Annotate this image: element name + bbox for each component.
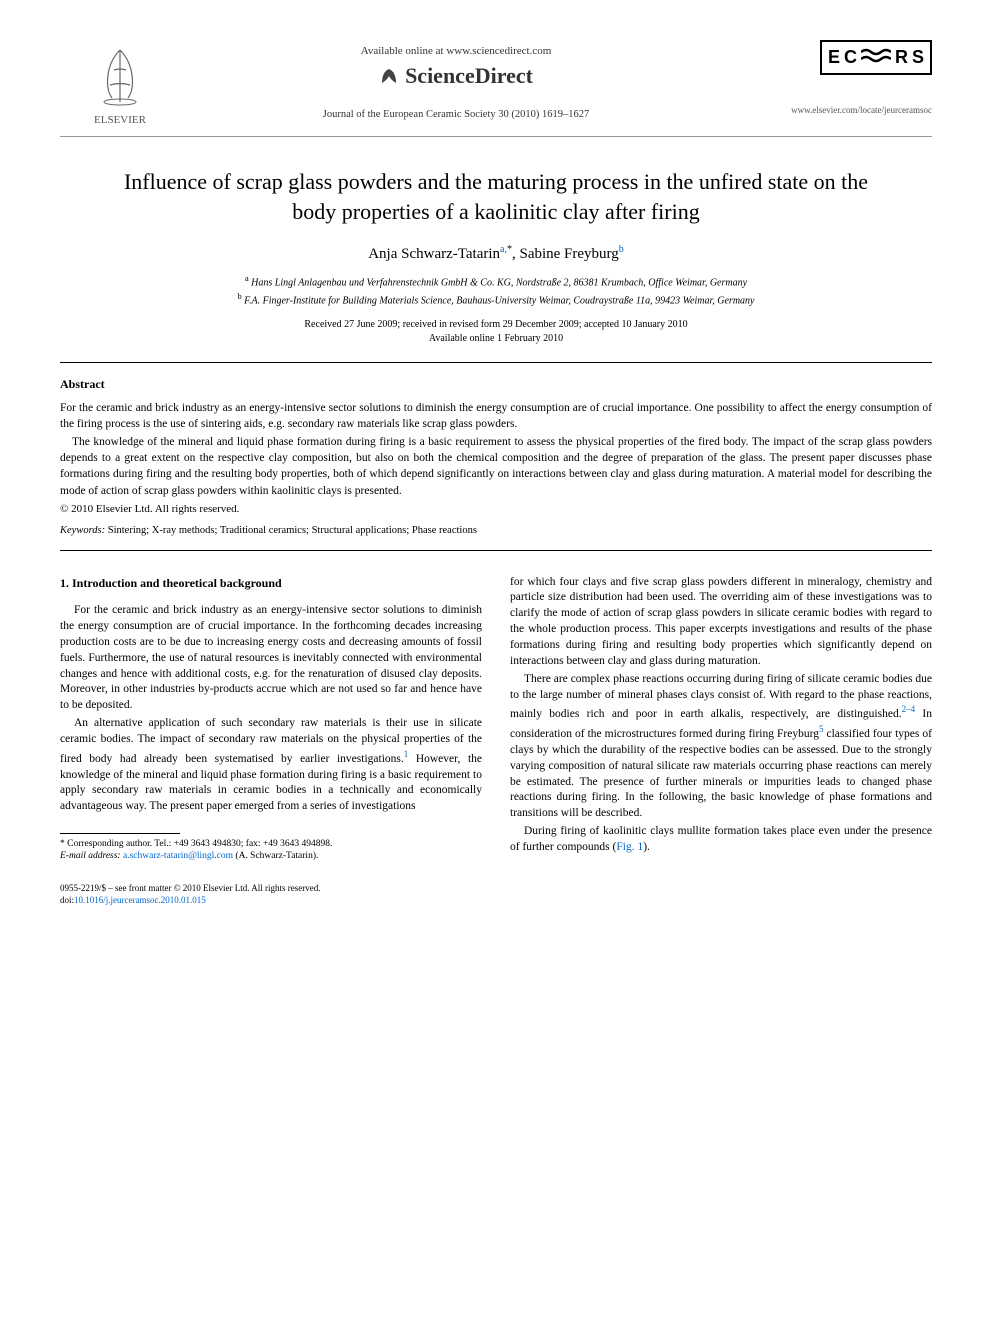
doi-link[interactable]: 10.1016/j.jeurceramsoc.2010.01.015: [74, 895, 206, 905]
affil-a-sup: a: [245, 274, 249, 283]
available-online-text: Available online at www.sciencedirect.co…: [180, 45, 732, 57]
section-1-p4: There are complex phase reactions occurr…: [510, 672, 932, 822]
section-1-p2: An alternative application of such secon…: [60, 716, 482, 815]
dates-received: Received 27 June 2009; received in revis…: [60, 318, 932, 332]
sciencedirect-logo: ScienceDirect: [180, 63, 732, 89]
ecers-r: R: [895, 47, 908, 68]
ecers-c: C: [844, 47, 857, 68]
ecers-e: E: [828, 47, 840, 68]
issn-line: 0955-2219/$ – see front matter © 2010 El…: [60, 883, 932, 895]
page-header: ELSEVIER Available online at www.science…: [60, 40, 932, 137]
abstract-body: For the ceramic and brick industry as an…: [60, 400, 932, 499]
journal-url[interactable]: www.elsevier.com/locate/jeurceramsoc: [732, 105, 932, 115]
elsevier-label: ELSEVIER: [60, 114, 180, 126]
abstract-p1: For the ceramic and brick industry as an…: [60, 400, 932, 432]
p4-text-c: classified four types of clays by which …: [510, 728, 932, 819]
divider-bottom: [60, 550, 932, 551]
fig-1-link[interactable]: Fig. 1: [616, 841, 643, 853]
keywords-label: Keywords:: [60, 525, 105, 536]
section-1-p1: For the ceramic and brick industry as an…: [60, 603, 482, 714]
bottom-metadata: 0955-2219/$ – see front matter © 2010 El…: [60, 883, 932, 906]
affiliations: a Hans Lingl Anlagenbau und Verfahrenste…: [60, 273, 932, 308]
journal-reference: Journal of the European Ceramic Society …: [180, 109, 732, 120]
article-title: Influence of scrap glass powders and the…: [100, 167, 892, 226]
elsevier-tree-icon: [90, 40, 150, 110]
elsevier-logo-block: ELSEVIER: [60, 40, 180, 126]
ecers-wave-icon: [861, 46, 891, 69]
sciencedirect-text: ScienceDirect: [405, 63, 533, 89]
p5-text-a: During firing of kaolinitic clays mullit…: [510, 825, 932, 853]
affiliation-b: b F.A. Finger-Institute for Building Mat…: [60, 291, 932, 308]
body-columns: 1. Introduction and theoretical backgrou…: [60, 575, 932, 863]
affil-b-text: F.A. Finger-Institute for Building Mater…: [244, 295, 754, 306]
affil-b-sup: b: [238, 292, 242, 301]
author-1-affil-sup: a,: [500, 244, 507, 255]
p4-text-a: There are complex phase reactions occurr…: [510, 673, 932, 721]
author-1-name: Anja Schwarz-Tatarin: [368, 246, 500, 262]
doi-label: doi:: [60, 895, 74, 905]
article-dates: Received 27 June 2009; received in revis…: [60, 318, 932, 346]
email-label: E-mail address:: [60, 851, 121, 861]
affil-a-text: Hans Lingl Anlagenbau und Verfahrenstech…: [251, 278, 747, 289]
header-center: Available online at www.sciencedirect.co…: [180, 40, 732, 120]
author-list: Anja Schwarz-Tatarina,*, Sabine Freyburg…: [60, 244, 932, 263]
section-1-heading: 1. Introduction and theoretical backgrou…: [60, 575, 482, 592]
author-2-affil-sup: b: [619, 244, 624, 255]
ref-2-4[interactable]: 2–4: [902, 704, 916, 714]
author-2-name: Sabine Freyburg: [519, 246, 618, 262]
footnote-separator: [60, 833, 180, 834]
corr-email-line: E-mail address: a.schwarz-tatarin@lingl.…: [60, 850, 482, 862]
ecers-s: S: [912, 47, 924, 68]
email-tail: (A. Schwarz-Tatarin).: [233, 851, 318, 861]
email-link[interactable]: a.schwarz-tatarin@lingl.com: [121, 851, 233, 861]
dates-online: Available online 1 February 2010: [60, 332, 932, 346]
column-right: for which four clays and five scrap glas…: [510, 575, 932, 863]
abstract-p2: The knowledge of the mineral and liquid …: [60, 434, 932, 498]
corresponding-author-footnote: * Corresponding author. Tel.: +49 3643 4…: [60, 838, 482, 863]
keywords-text: Sintering; X-ray methods; Traditional ce…: [105, 525, 477, 536]
sciencedirect-icon: [379, 66, 399, 86]
doi-line: doi:10.1016/j.jeurceramsoc.2010.01.015: [60, 895, 932, 907]
column-left: 1. Introduction and theoretical backgrou…: [60, 575, 482, 863]
section-1-p5: During firing of kaolinitic clays mullit…: [510, 824, 932, 856]
header-right: E C R S www.elsevier.com/locate/jeurcera…: [732, 40, 932, 115]
divider-top: [60, 362, 932, 363]
copyright-line: © 2010 Elsevier Ltd. All rights reserved…: [60, 503, 932, 515]
affiliation-a: a Hans Lingl Anlagenbau und Verfahrenste…: [60, 273, 932, 290]
p5-text-b: ).: [643, 841, 650, 853]
corr-author-line: * Corresponding author. Tel.: +49 3643 4…: [60, 838, 482, 850]
section-1-p3: for which four clays and five scrap glas…: [510, 575, 932, 670]
abstract-heading: Abstract: [60, 377, 932, 392]
keywords-line: Keywords: Sintering; X-ray methods; Trad…: [60, 525, 932, 536]
ecers-logo: E C R S: [820, 40, 932, 75]
